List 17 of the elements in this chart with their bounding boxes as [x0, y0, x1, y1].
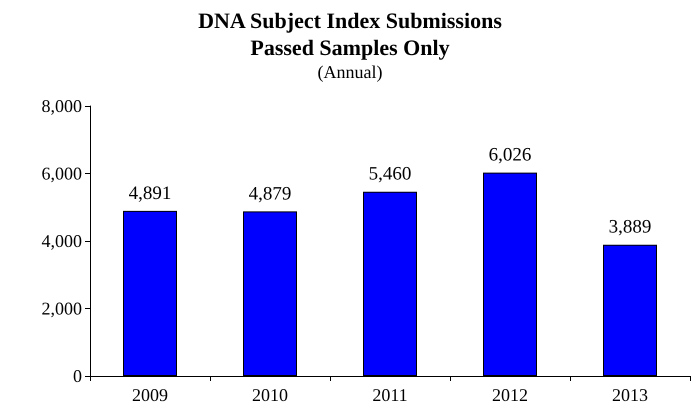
y-tick-label: 6,000 [42, 164, 82, 184]
x-tick-label: 2012 [492, 385, 528, 405]
y-tick-label: 0 [73, 366, 82, 386]
data-label: 3,889 [608, 216, 652, 238]
x-tick-label: 2010 [252, 385, 288, 405]
x-tick-label: 2013 [612, 385, 648, 405]
chart-title: DNA Subject Index Submissions Passed Samples Only [198, 8, 502, 60]
y-tick-label: 4,000 [42, 231, 82, 251]
y-tick-label: 8,000 [42, 96, 82, 116]
data-label: 6,026 [488, 144, 532, 166]
data-label: 4,879 [248, 183, 292, 204]
chart-subtitle: (Annual) [318, 62, 382, 82]
x-tick-label: 2011 [372, 385, 408, 405]
data-label: 5,460 [368, 164, 412, 185]
x-tick-label: 2009 [132, 385, 168, 405]
data-label: 4,891 [128, 182, 172, 204]
y-tick-label: 2,000 [42, 298, 82, 318]
